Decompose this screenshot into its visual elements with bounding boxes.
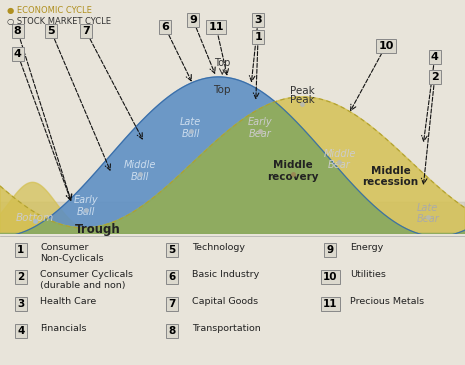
Text: 1: 1 <box>254 32 262 42</box>
Text: 4: 4 <box>14 49 21 59</box>
Text: Consumer
Non-Cyclicals: Consumer Non-Cyclicals <box>40 243 104 263</box>
Text: 3: 3 <box>254 15 262 25</box>
Text: ○ STOCK MARKET CYCLE: ○ STOCK MARKET CYCLE <box>7 17 111 26</box>
Text: 4: 4 <box>431 52 438 62</box>
Text: 10: 10 <box>323 272 338 282</box>
Text: Peak: Peak <box>290 86 315 96</box>
Text: Early
Bear: Early Bear <box>248 118 272 139</box>
Text: 7: 7 <box>168 299 176 309</box>
Text: 2: 2 <box>17 272 25 282</box>
Text: 11: 11 <box>323 299 338 309</box>
Text: Early
Bull: Early Bull <box>74 195 98 217</box>
Text: 11: 11 <box>208 22 224 32</box>
Text: Middle
recovery: Middle recovery <box>267 160 319 182</box>
Text: 3: 3 <box>17 299 25 309</box>
Text: 6: 6 <box>168 272 176 282</box>
Text: 9: 9 <box>326 245 334 255</box>
Text: Consumer Cyclicals
(durable and non): Consumer Cyclicals (durable and non) <box>40 270 133 290</box>
Text: Technology: Technology <box>192 243 245 253</box>
Text: Bottom: Bottom <box>16 213 54 223</box>
Text: Middle
Bull: Middle Bull <box>123 160 156 182</box>
Text: Late
Bull: Late Bull <box>180 118 201 139</box>
Text: 5: 5 <box>168 245 176 255</box>
Text: Precious Metals: Precious Metals <box>350 297 424 306</box>
Text: 9: 9 <box>189 15 197 25</box>
Text: Transportation: Transportation <box>192 324 260 333</box>
Text: 4: 4 <box>17 326 25 336</box>
Text: ● ECONOMIC CYCLE: ● ECONOMIC CYCLE <box>7 6 92 15</box>
Text: 6: 6 <box>161 22 169 32</box>
Text: Health Care: Health Care <box>40 297 97 306</box>
Text: Middle
Bear: Middle Bear <box>323 149 356 170</box>
Text: 5: 5 <box>47 26 55 36</box>
Text: Energy: Energy <box>350 243 383 253</box>
Text: Trough: Trough <box>75 223 120 235</box>
Text: Basic Industry: Basic Industry <box>192 270 259 279</box>
Text: Utilities: Utilities <box>350 270 385 279</box>
Text: Top: Top <box>214 58 231 68</box>
Text: 8: 8 <box>14 26 21 36</box>
Text: Capital Goods: Capital Goods <box>192 297 258 306</box>
Text: Peak: Peak <box>290 95 315 105</box>
Text: 1: 1 <box>17 245 25 255</box>
Text: 7: 7 <box>82 26 90 36</box>
Text: 8: 8 <box>168 326 176 336</box>
Text: Top: Top <box>213 85 231 95</box>
Text: Late
Bear: Late Bear <box>417 203 439 224</box>
Text: 10: 10 <box>378 41 394 51</box>
Text: Middle
recession: Middle recession <box>363 166 418 187</box>
Text: Financials: Financials <box>40 324 87 333</box>
Text: 2: 2 <box>431 72 438 82</box>
